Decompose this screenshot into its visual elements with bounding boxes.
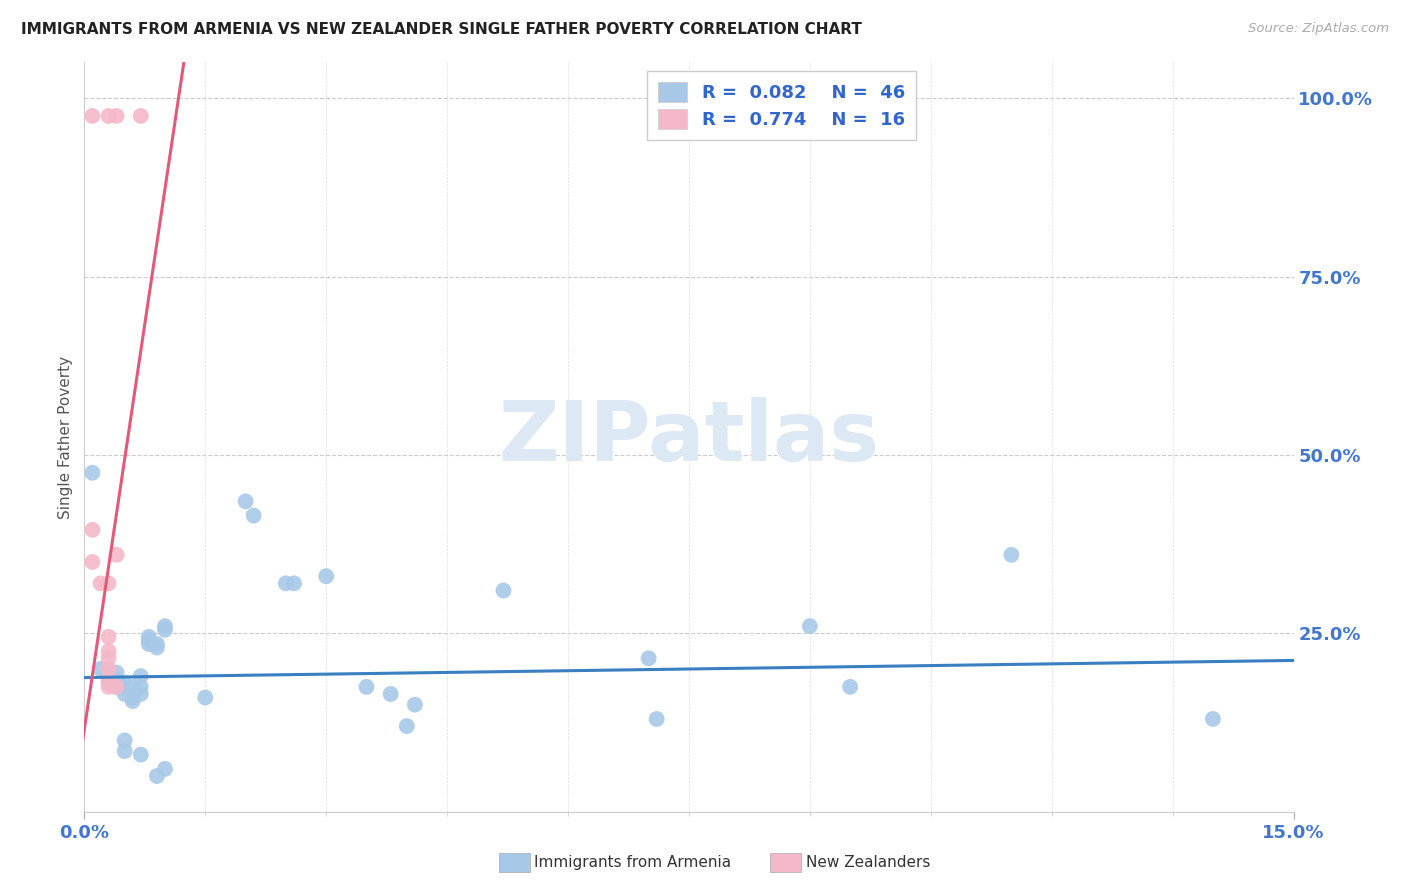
Point — [105, 665, 128, 680]
Point — [645, 712, 668, 726]
Point — [138, 630, 160, 644]
Point — [105, 673, 128, 687]
Point — [114, 680, 136, 694]
Legend: R =  0.082    N =  46, R =  0.774    N =  16: R = 0.082 N = 46, R = 0.774 N = 16 — [647, 71, 915, 140]
Point — [146, 769, 169, 783]
Point — [492, 583, 515, 598]
Point — [121, 694, 143, 708]
Point — [82, 109, 104, 123]
Point — [380, 687, 402, 701]
Point — [97, 576, 120, 591]
Point — [97, 676, 120, 690]
Point — [105, 109, 128, 123]
Point — [97, 651, 120, 665]
Point — [89, 576, 111, 591]
Text: New Zealanders: New Zealanders — [806, 855, 929, 870]
Point — [97, 662, 120, 676]
Point — [1202, 712, 1225, 726]
Point — [153, 623, 176, 637]
Point — [153, 619, 176, 633]
Point — [138, 637, 160, 651]
Point — [799, 619, 821, 633]
Text: Source: ZipAtlas.com: Source: ZipAtlas.com — [1249, 22, 1389, 36]
Point — [105, 680, 128, 694]
Point — [82, 466, 104, 480]
Text: IMMIGRANTS FROM ARMENIA VS NEW ZEALANDER SINGLE FATHER POVERTY CORRELATION CHART: IMMIGRANTS FROM ARMENIA VS NEW ZEALANDER… — [21, 22, 862, 37]
Point — [121, 680, 143, 694]
Point — [129, 747, 152, 762]
Point — [146, 640, 169, 655]
Point — [97, 630, 120, 644]
Point — [839, 680, 862, 694]
Point — [97, 673, 120, 687]
Point — [97, 680, 120, 694]
Y-axis label: Single Father Poverty: Single Father Poverty — [58, 356, 73, 518]
Point — [121, 690, 143, 705]
Point — [82, 555, 104, 569]
Point — [146, 637, 169, 651]
Point — [129, 109, 152, 123]
Point — [114, 733, 136, 747]
Point — [97, 665, 120, 680]
Text: ZIPatlas: ZIPatlas — [499, 397, 879, 477]
Point — [114, 687, 136, 701]
Point — [395, 719, 418, 733]
Point — [138, 633, 160, 648]
Point — [105, 680, 128, 694]
Point — [129, 669, 152, 683]
Point — [105, 548, 128, 562]
Point — [82, 523, 104, 537]
Point — [97, 109, 120, 123]
Point — [114, 744, 136, 758]
Text: Immigrants from Armenia: Immigrants from Armenia — [534, 855, 731, 870]
Point — [1000, 548, 1022, 562]
Point — [114, 676, 136, 690]
Point — [129, 687, 152, 701]
Point — [121, 685, 143, 699]
Point — [283, 576, 305, 591]
Point — [89, 662, 111, 676]
Point — [404, 698, 426, 712]
Point — [194, 690, 217, 705]
Point — [356, 680, 378, 694]
Point — [97, 644, 120, 658]
Point — [153, 762, 176, 776]
Point — [315, 569, 337, 583]
Point — [274, 576, 297, 591]
Point — [235, 494, 257, 508]
Point — [129, 680, 152, 694]
Point — [242, 508, 264, 523]
Point — [637, 651, 659, 665]
